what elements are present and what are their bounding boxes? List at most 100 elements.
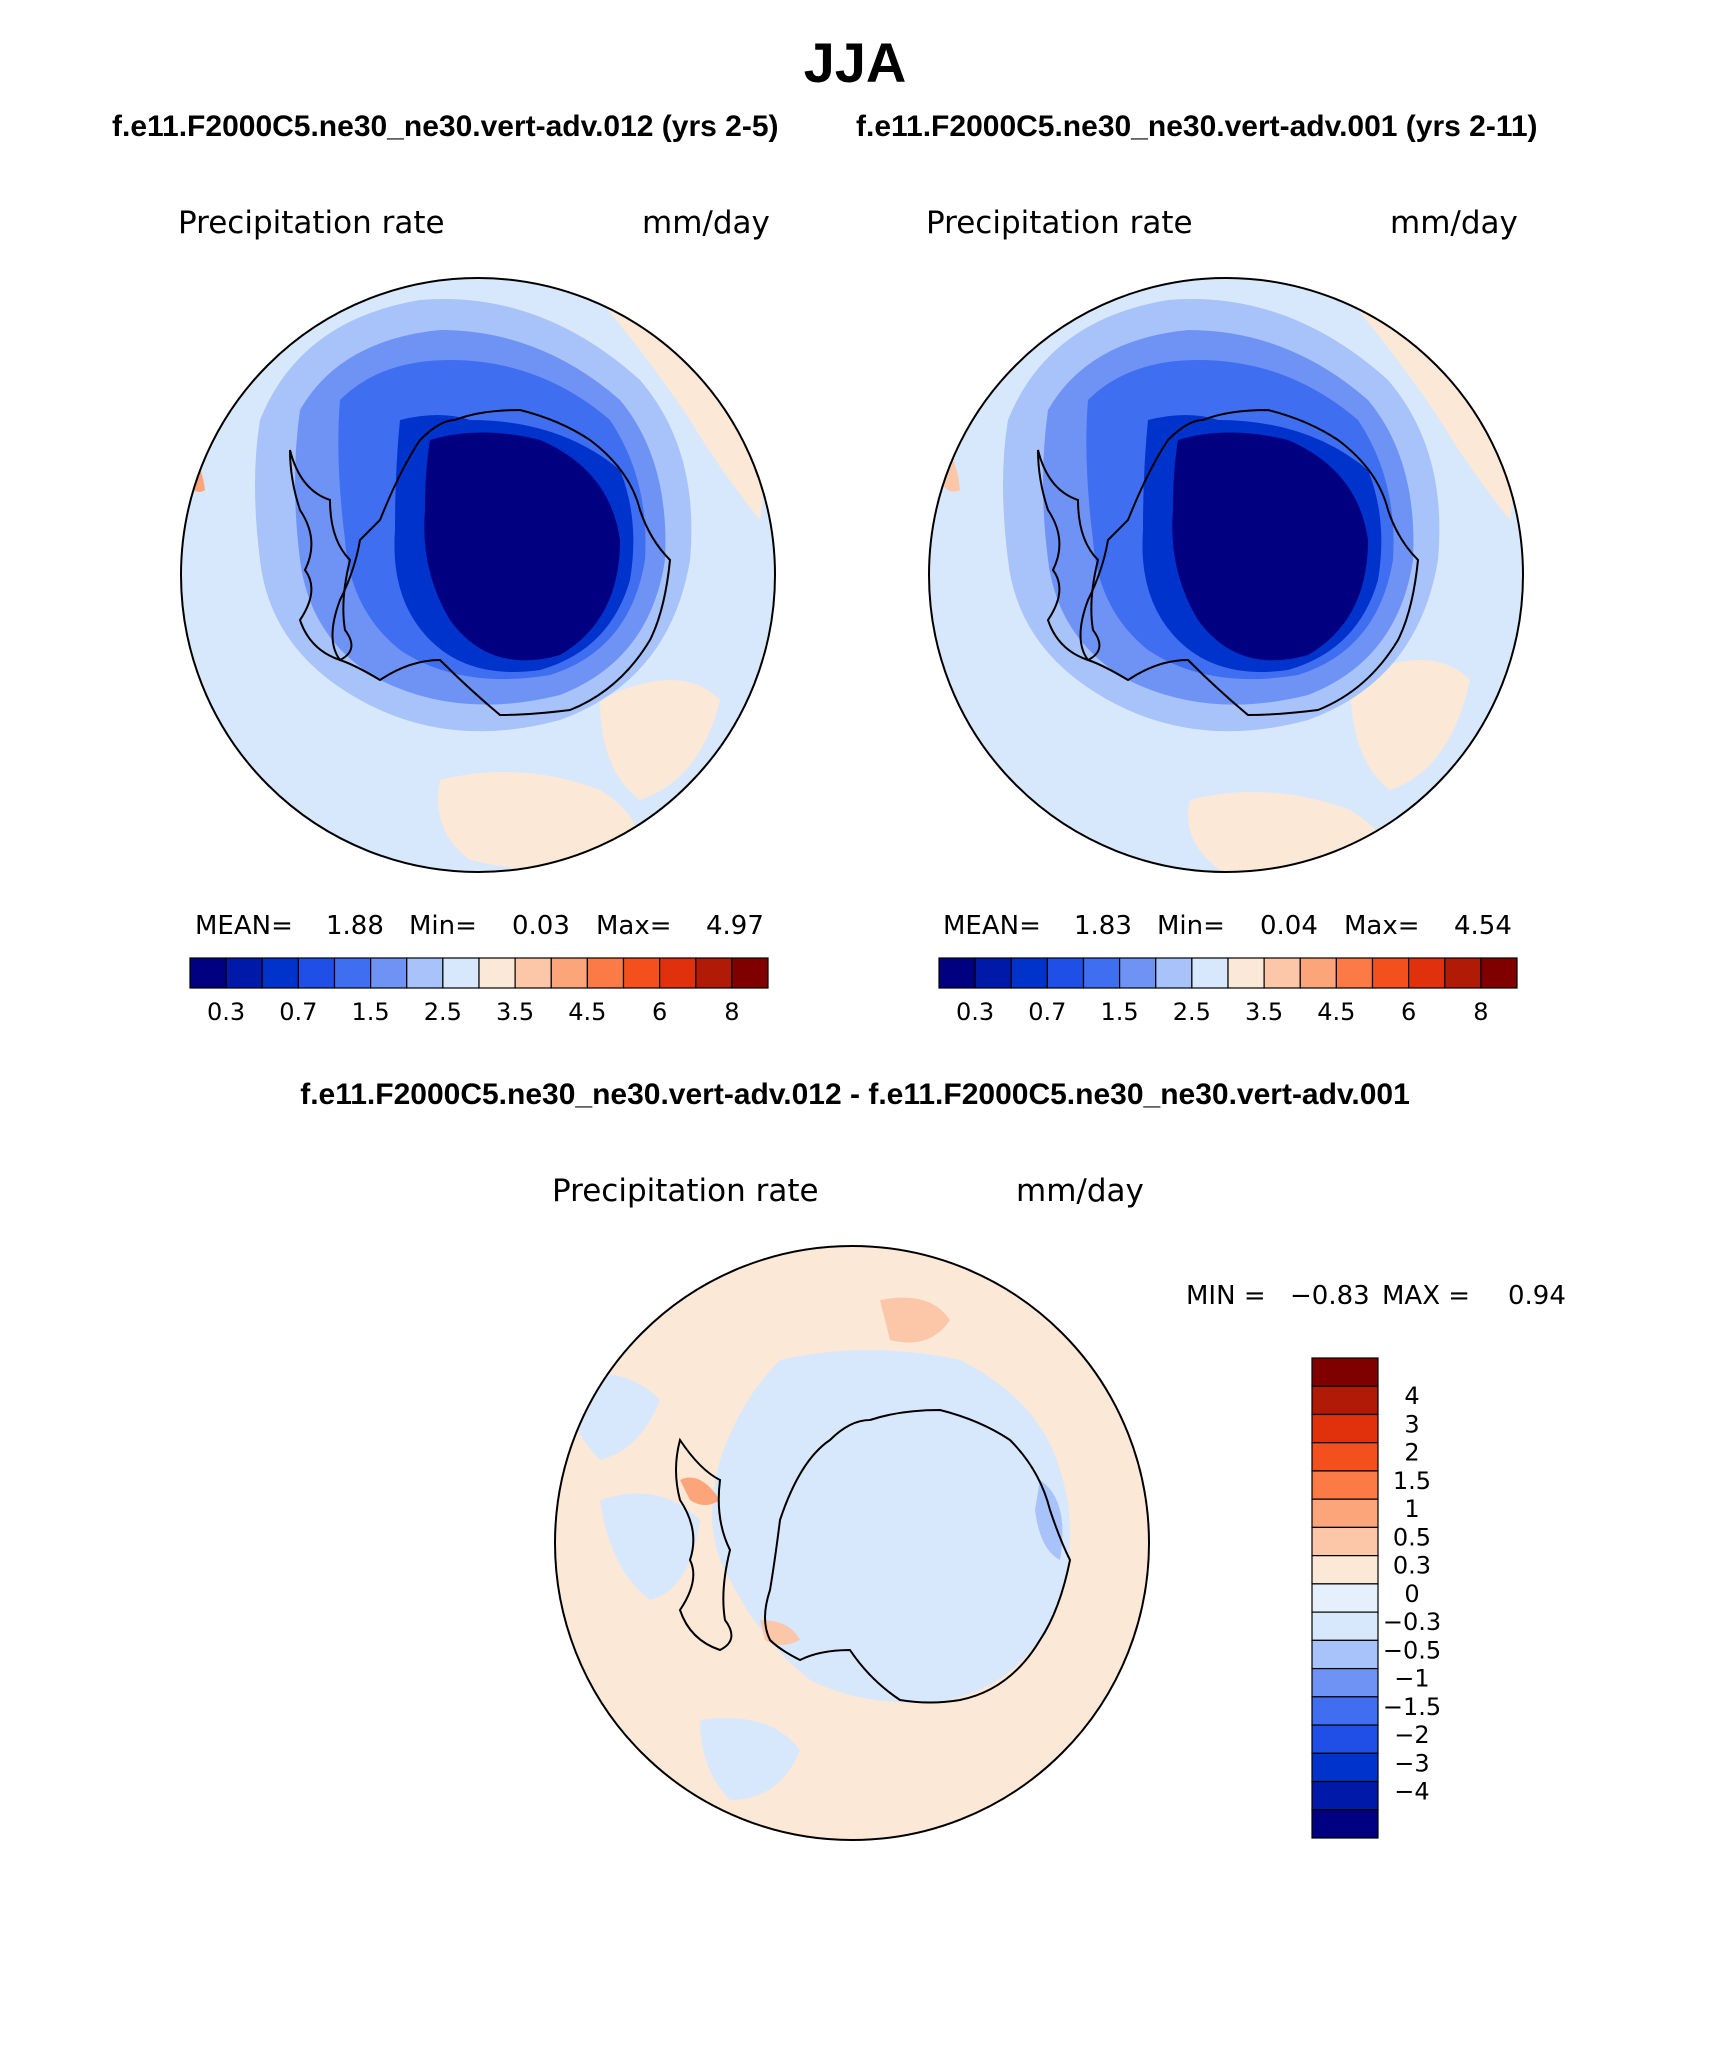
difference-colorbar-swatch-9: [1311, 1611, 1379, 1641]
diff-units-label: mm/day: [1016, 1173, 1144, 1209]
panel2-colorbar-swatch-0: [938, 957, 976, 989]
difference-colorbar-swatch-10: [1311, 1639, 1379, 1670]
panel1-colorbar-swatch-9: [514, 957, 552, 989]
difference-colorbar-swatch-6: [1311, 1526, 1379, 1557]
diff-max-label: MAX =: [1382, 1281, 1471, 1311]
panel1-max-value: 4.97: [706, 911, 764, 941]
difference-title: f.e11.F2000C5.ne30_ne30.vert-adv.012 - f…: [300, 1078, 1410, 1111]
difference-colorbar-tick-5: 0.5: [1393, 1523, 1431, 1551]
panel2-mean-label: MEAN=: [943, 911, 1041, 941]
panel2-colorbar-swatch-1: [974, 957, 1012, 989]
panel1-colorbar-swatch-15: [731, 957, 769, 989]
difference-colorbar-swatch-1: [1311, 1385, 1379, 1416]
panel1-colorbar-swatch-1: [225, 957, 263, 989]
panel1-colorbar: 0.3 0.7 1.5 2.5 3.5 4.5 6 8: [189, 957, 769, 1026]
difference-colorbar-tick-8: −0.3: [1383, 1608, 1441, 1636]
difference-colorbar-swatch-11: [1311, 1667, 1379, 1698]
difference-colorbar-tick-10: −1: [1394, 1665, 1429, 1693]
panel2-units-label: mm/day: [1390, 205, 1518, 241]
panel1-case-title: f.e11.F2000C5.ne30_ne30.vert-adv.012 (yr…: [112, 110, 779, 143]
difference-colorbar-swatch-4: [1311, 1470, 1379, 1500]
panel1-colorbar-swatch-5: [370, 957, 408, 989]
panel2-colorbar-tick-0: 0.3: [956, 998, 994, 1026]
panel1-map-border: [180, 277, 776, 873]
diff-variable-label: Precipitation rate: [552, 1173, 819, 1209]
panel2-colorbar-tick-6: 6: [1401, 998, 1416, 1026]
panel2-colorbar-tick-5: 4.5: [1317, 998, 1355, 1026]
panel1-min-label: Min=: [409, 911, 477, 941]
panel2-colorbar-swatch-9: [1263, 957, 1301, 989]
panel2-colorbar-swatch-5: [1119, 957, 1157, 989]
difference-colorbar-swatch-8: [1311, 1583, 1379, 1613]
panel1-colorbar-swatch-12: [622, 957, 661, 989]
difference-colorbar-tick-0: 4: [1404, 1382, 1419, 1410]
panel1-colorbar-tick-7: 8: [724, 998, 739, 1026]
difference-colorbar-swatch-7: [1311, 1555, 1379, 1585]
panel2-colorbar-swatch-14: [1444, 957, 1482, 989]
difference-colorbar-tick-13: −3: [1394, 1749, 1429, 1777]
difference-colorbar-tick-7: 0: [1404, 1580, 1419, 1608]
season-title: JJA: [803, 31, 907, 94]
panel1-max-label: Max=: [596, 911, 672, 941]
difference-colorbar-swatch-3: [1311, 1442, 1379, 1472]
panel2-max-label: Max=: [1344, 911, 1420, 941]
panel2-colorbar-tick-3: 2.5: [1173, 998, 1211, 1026]
panel1-colorbar-swatch-14: [695, 957, 733, 989]
panel2-colorbar-swatch-11: [1335, 957, 1374, 989]
panel2-colorbar-swatch-15: [1480, 957, 1518, 989]
difference-colorbar-swatch-5: [1311, 1498, 1379, 1529]
panel1-colorbar-swatch-13: [659, 957, 697, 989]
difference-map-border: [554, 1245, 1150, 1841]
difference-colorbar-swatch-16: [1311, 1809, 1379, 1839]
difference-map: [555, 1246, 1149, 1840]
panel2-colorbar-swatch-3: [1046, 957, 1085, 989]
panel1-colorbar-swatch-0: [189, 957, 227, 989]
panel1-units-label: mm/day: [642, 205, 770, 241]
diff-max-value: 0.94: [1508, 1281, 1566, 1311]
difference-colorbar-swatch-13: [1311, 1724, 1379, 1754]
panel2-map-border: [928, 277, 1524, 873]
panel2-colorbar-swatch-13: [1408, 957, 1446, 989]
diff-min-value: −0.83: [1290, 1281, 1370, 1311]
panel1-colorbar-swatch-6: [406, 957, 444, 989]
panel1-colorbar-tick-2: 1.5: [352, 998, 390, 1026]
difference-colorbar-swatch-2: [1311, 1413, 1379, 1444]
difference-colorbar-swatch-12: [1311, 1696, 1379, 1726]
panel1-colorbar-swatch-4: [333, 957, 372, 989]
difference-colorbar-swatch-15: [1311, 1780, 1379, 1811]
difference-colorbar-swatch-14: [1311, 1752, 1379, 1783]
difference-colorbar-tick-3: 1.5: [1393, 1467, 1431, 1495]
diff-min-label: MIN =: [1186, 1281, 1266, 1311]
panel2-colorbar-swatch-4: [1082, 957, 1121, 989]
panel2-colorbar-swatch-10: [1299, 957, 1337, 989]
panel2-colorbar-swatch-7: [1191, 957, 1229, 989]
difference-colorbar-tick-6: 0.3: [1393, 1552, 1431, 1580]
panel1-colorbar-tick-1: 0.7: [279, 998, 317, 1026]
panel2-colorbar-tick-7: 8: [1473, 998, 1488, 1026]
panel2-colorbar: 0.3 0.7 1.5 2.5 3.5 4.5 6 8: [938, 957, 1518, 1026]
panel1-colorbar-tick-3: 2.5: [424, 998, 462, 1026]
panel2-variable-label: Precipitation rate: [926, 205, 1193, 241]
panel2-mean-value: 1.83: [1074, 911, 1132, 941]
difference-colorbar-tick-14: −4: [1394, 1778, 1429, 1806]
panel1-map: [181, 278, 775, 872]
panel1-colorbar-swatch-8: [478, 957, 516, 989]
difference-colorbar-tick-11: −1.5: [1383, 1693, 1441, 1721]
panel2-min-label: Min=: [1157, 911, 1225, 941]
difference-colorbar-tick-9: −0.5: [1383, 1636, 1441, 1664]
difference-colorbar-tick-12: −2: [1394, 1721, 1429, 1749]
panel1-colorbar-tick-0: 0.3: [207, 998, 245, 1026]
difference-colorbar-swatch-0: [1311, 1357, 1379, 1387]
difference-colorbar-tick-2: 2: [1404, 1439, 1419, 1467]
panel2-colorbar-swatch-12: [1371, 957, 1410, 989]
panel2-colorbar-swatch-8: [1227, 957, 1265, 989]
panel2-colorbar-tick-1: 0.7: [1028, 998, 1066, 1026]
panel1-mean-label: MEAN=: [195, 911, 293, 941]
panel2-max-value: 4.54: [1454, 911, 1512, 941]
panel1-colorbar-swatch-11: [586, 957, 625, 989]
panel1-colorbar-tick-5: 4.5: [568, 998, 606, 1026]
difference-colorbar-tick-1: 3: [1404, 1410, 1419, 1438]
panel2-case-title: f.e11.F2000C5.ne30_ne30.vert-adv.001 (yr…: [856, 110, 1538, 143]
